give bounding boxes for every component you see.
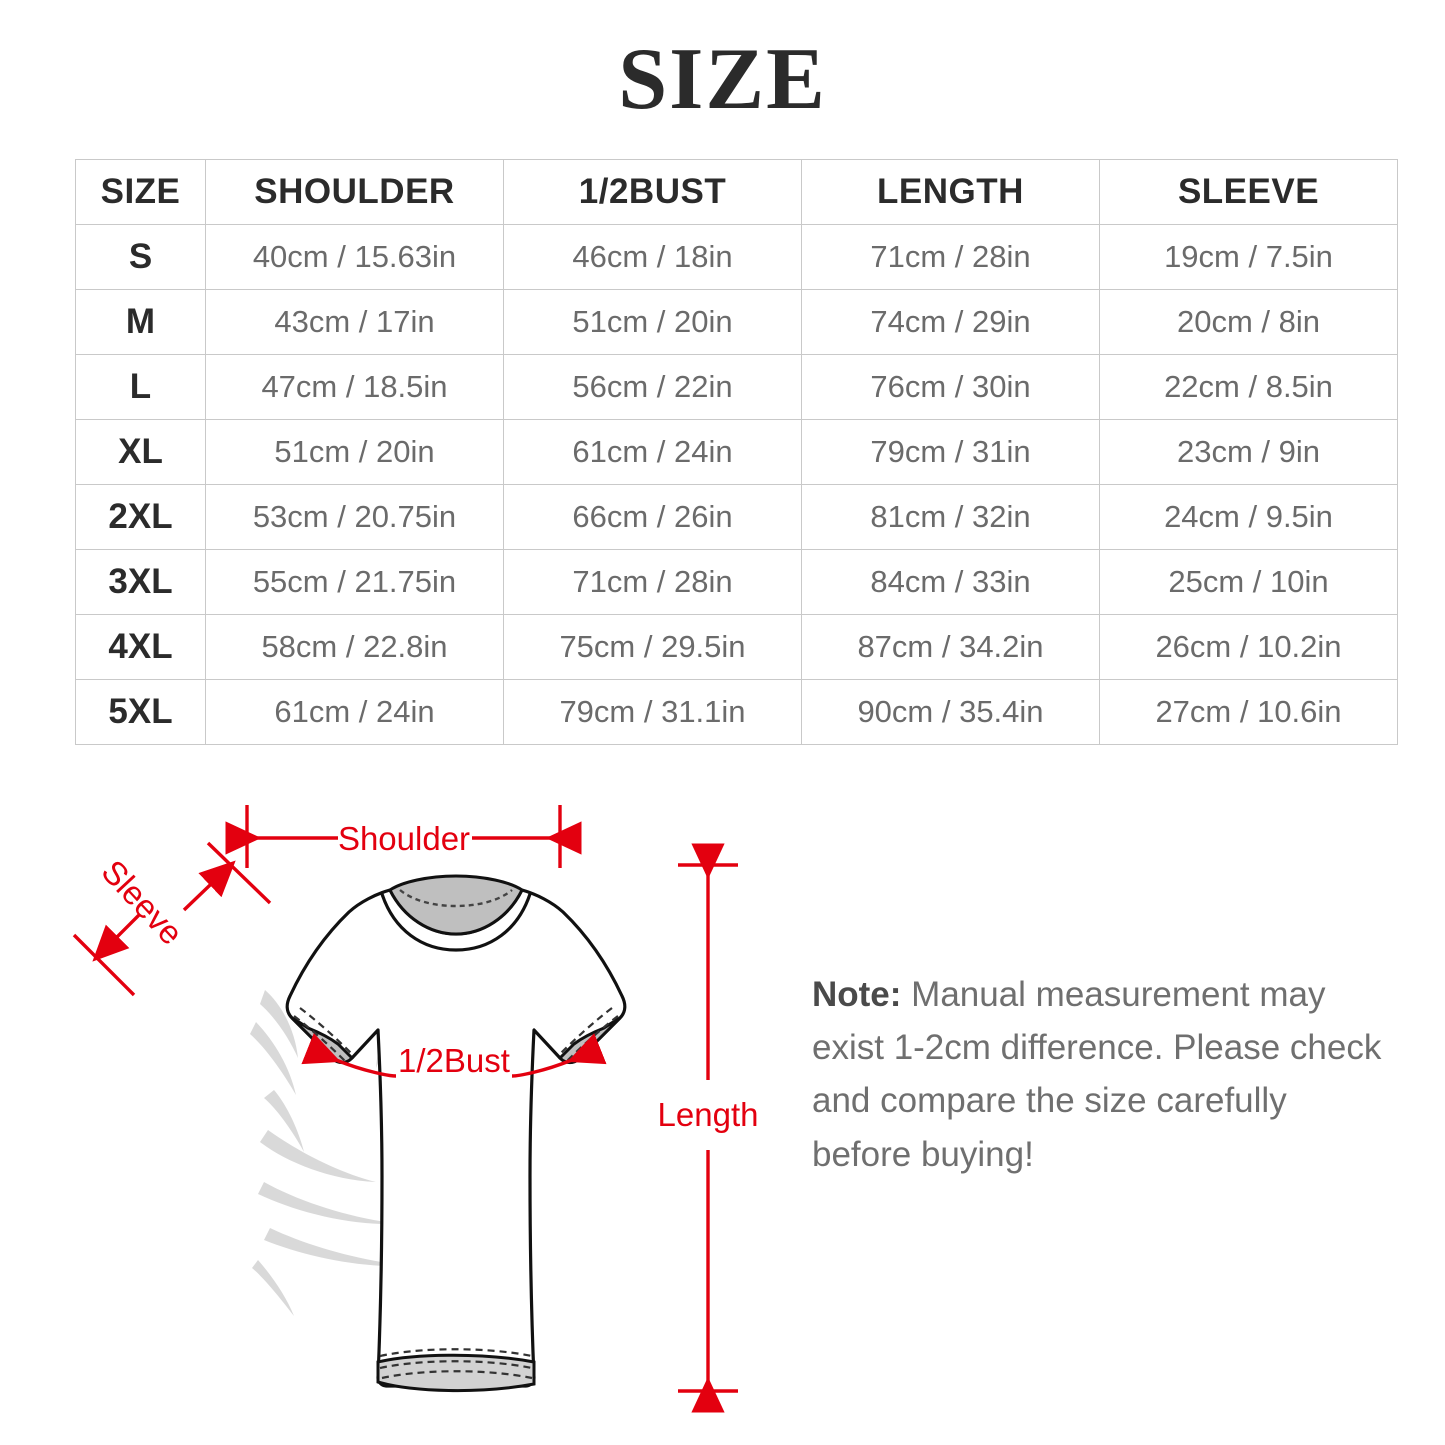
cell-length: 79cm / 31in <box>801 419 1100 485</box>
tshirt-outline <box>285 888 627 1388</box>
cell-length: 87cm / 34.2in <box>801 614 1100 680</box>
cell-bust: 66cm / 26in <box>503 484 802 550</box>
tshirt-diagram: Shoulder Sleeve 1/2Bust Le <box>60 790 800 1430</box>
cell-bust: 75cm / 29.5in <box>503 614 802 680</box>
length-label: Length <box>658 1096 759 1133</box>
cell-sleeve: 19cm / 7.5in <box>1099 224 1398 290</box>
cell-length: 76cm / 30in <box>801 354 1100 420</box>
cell-shoulder: 55cm / 21.75in <box>205 549 504 615</box>
table-row: 4XL 58cm / 22.8in 75cm / 29.5in 87cm / 3… <box>75 614 1398 680</box>
column-header-length: LENGTH <box>801 159 1100 225</box>
cell-bust: 51cm / 20in <box>503 289 802 355</box>
column-header-sleeve: SLEEVE <box>1099 159 1398 225</box>
cell-length: 74cm / 29in <box>801 289 1100 355</box>
cell-shoulder: 61cm / 24in <box>205 679 504 745</box>
bust-arrow-left <box>301 1033 397 1078</box>
shoulder-dimension <box>225 805 582 868</box>
cell-shoulder: 51cm / 20in <box>205 419 504 485</box>
cell-length: 84cm / 33in <box>801 549 1100 615</box>
cell-size: XL <box>75 419 206 485</box>
size-table: SIZE SHOULDER 1/2BUST LENGTH SLEEVE S 40… <box>75 159 1398 745</box>
length-dimension <box>678 843 738 1413</box>
table-row: 5XL 61cm / 24in 79cm / 31.1in 90cm / 35.… <box>75 679 1398 745</box>
note-text: Manual measurement may exist 1-2cm diffe… <box>812 975 1382 1174</box>
column-header-bust: 1/2BUST <box>503 159 802 225</box>
note-block: Note: Manual measurement may exist 1-2cm… <box>812 968 1392 1181</box>
cell-shoulder: 43cm / 17in <box>205 289 504 355</box>
sleeve-arrow-down <box>92 912 142 962</box>
cell-size: M <box>75 289 206 355</box>
sleeve-tick-upper <box>206 841 272 905</box>
page-title: SIZE <box>618 31 827 128</box>
cell-shoulder: 53cm / 20.75in <box>205 484 504 550</box>
collar-band <box>380 893 532 952</box>
cell-size: 4XL <box>75 614 206 680</box>
cell-sleeve: 22cm / 8.5in <box>1099 354 1398 420</box>
table-row: L 47cm / 18.5in 56cm / 22in 76cm / 30in … <box>75 354 1398 420</box>
table-row: 3XL 55cm / 21.75in 71cm / 28in 84cm / 33… <box>75 549 1398 615</box>
cell-sleeve: 24cm / 9.5in <box>1099 484 1398 550</box>
sleeve-label: Sleeve <box>94 853 190 952</box>
cell-sleeve: 23cm / 9in <box>1099 419 1398 485</box>
table-row: M 43cm / 17in 51cm / 20in 74cm / 29in 20… <box>75 289 1398 355</box>
column-header-size: SIZE <box>75 159 206 225</box>
cell-shoulder: 58cm / 22.8in <box>205 614 504 680</box>
table-row: S 40cm / 15.63in 46cm / 18in 71cm / 28in… <box>75 224 1398 290</box>
bust-label: 1/2Bust <box>398 1042 510 1079</box>
shoulder-label: Shoulder <box>338 820 470 857</box>
cell-sleeve: 20cm / 8in <box>1099 289 1398 355</box>
cell-shoulder: 40cm / 15.63in <box>205 224 504 290</box>
cell-bust: 56cm / 22in <box>503 354 802 420</box>
table-row: XL 51cm / 20in 61cm / 24in 79cm / 31in 2… <box>75 419 1398 485</box>
note-label: Note: <box>812 975 902 1014</box>
bust-arrow-right <box>511 1033 607 1078</box>
cell-bust: 61cm / 24in <box>503 419 802 485</box>
cell-sleeve: 27cm / 10.6in <box>1099 679 1398 745</box>
bottom-hem <box>376 1348 536 1393</box>
cell-bust: 46cm / 18in <box>503 224 802 290</box>
cell-bust: 79cm / 31.1in <box>503 679 802 745</box>
table-row: 2XL 53cm / 20.75in 66cm / 26in 81cm / 32… <box>75 484 1398 550</box>
sleeve-tick-lower <box>72 933 136 997</box>
column-header-shoulder: SHOULDER <box>205 159 504 225</box>
table-header-row: SIZE SHOULDER 1/2BUST LENGTH SLEEVE <box>75 159 1398 225</box>
cell-size: 2XL <box>75 484 206 550</box>
sleeve-dimension <box>72 841 272 997</box>
cell-size: 5XL <box>75 679 206 745</box>
collar-inner <box>388 874 524 936</box>
cell-size: 3XL <box>75 549 206 615</box>
cell-sleeve: 26cm / 10.2in <box>1099 614 1398 680</box>
cell-size: S <box>75 224 206 290</box>
sleeve-arrow-up <box>182 860 236 912</box>
cell-length: 81cm / 32in <box>801 484 1100 550</box>
cell-bust: 71cm / 28in <box>503 549 802 615</box>
cell-length: 71cm / 28in <box>801 224 1100 290</box>
cell-shoulder: 47cm / 18.5in <box>205 354 504 420</box>
cell-size: L <box>75 354 206 420</box>
bust-dimension <box>301 1033 607 1078</box>
cell-sleeve: 25cm / 10in <box>1099 549 1398 615</box>
cell-length: 90cm / 35.4in <box>801 679 1100 745</box>
